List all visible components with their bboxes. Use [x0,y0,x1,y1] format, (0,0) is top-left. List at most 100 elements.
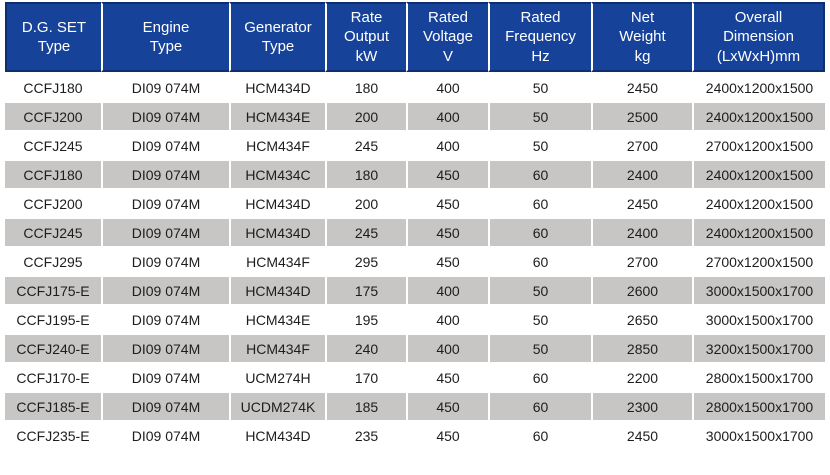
table-cell: DI09 074M [101,219,229,246]
table-cell: 3000x1500x1700 [692,422,825,449]
column-header-net-weight: Net Weight kg [591,2,692,72]
table-cell: 2500 [591,103,692,130]
table-cell: HCM434D [229,190,325,217]
table-cell: CCFJ235-E [5,422,101,449]
table-header: D.G. SET Type Engine Type Generator Type… [5,2,825,72]
table-cell: 60 [488,219,591,246]
table-row: CCFJ175-E DI09 074M HCM434D 175 400 50 2600 300… [5,277,825,304]
table-cell: 175 [325,277,406,304]
table-cell: 180 [325,74,406,101]
table-cell: 400 [406,277,488,304]
spec-table-container: D.G. SET Type Engine Type Generator Type… [5,0,825,451]
table-cell: HCM434D [229,74,325,101]
table-cell: 2800x1500x1700 [692,364,825,391]
table-cell: HCM434F [229,248,325,275]
column-header-rated-voltage: Rated Voltage V [406,2,488,72]
table-row: CCFJ170-E DI09 074M UCM274H 170 450 60 2200 280… [5,364,825,391]
table-cell: 235 [325,422,406,449]
table-row: CCFJ245 DI09 074M HCM434F 245 400 50 2700 2700x… [5,132,825,159]
table-cell: 2400x1200x1500 [692,219,825,246]
table-cell: UCM274H [229,364,325,391]
table-cell: 180 [325,161,406,188]
table-cell: 60 [488,190,591,217]
table-cell: DI09 074M [101,161,229,188]
table-row: CCFJ235-E DI09 074M HCM434D 235 450 60 2450 300… [5,422,825,449]
table-cell: CCFJ195-E [5,306,101,333]
table-cell: 450 [406,190,488,217]
table-row: CCFJ200 DI09 074M HCM434E 200 400 50 2500 2400x… [5,103,825,130]
table-cell: 2450 [591,74,692,101]
table-cell: 3200x1500x1700 [692,335,825,362]
table-cell: 450 [406,161,488,188]
table-cell: 60 [488,422,591,449]
column-header-rate-output: Rate Output kW [325,2,406,72]
table-cell: DI09 074M [101,393,229,420]
table-cell: 2400x1200x1500 [692,161,825,188]
table-cell: 185 [325,393,406,420]
table-cell: HCM434F [229,132,325,159]
table-cell: 2800x1500x1700 [692,393,825,420]
table-cell: 2400x1200x1500 [692,74,825,101]
table-cell: CCFJ240-E [5,335,101,362]
table-cell: DI09 074M [101,306,229,333]
table-cell: HCM434E [229,306,325,333]
table-cell: HCM434C [229,161,325,188]
table-cell: 2700 [591,248,692,275]
table-cell: CCFJ185-E [5,393,101,420]
table-cell: 450 [406,248,488,275]
table-cell: HCM434E [229,103,325,130]
table-cell: 295 [325,248,406,275]
table-cell: 170 [325,364,406,391]
column-header-generator-type: Generator Type [229,2,325,72]
table-cell: 3000x1500x1700 [692,306,825,333]
table-cell: 400 [406,306,488,333]
table-cell: 245 [325,132,406,159]
table-cell: CCFJ245 [5,132,101,159]
table-cell: CCFJ180 [5,161,101,188]
table-cell: 200 [325,190,406,217]
table-cell: DI09 074M [101,335,229,362]
table-cell: 2450 [591,190,692,217]
table-row: CCFJ240-E DI09 074M HCM434F 240 400 50 2850 320… [5,335,825,362]
table-cell: DI09 074M [101,277,229,304]
table-cell: CCFJ295 [5,248,101,275]
table-cell: 50 [488,277,591,304]
table-cell: 60 [488,248,591,275]
table-row: CCFJ185-E DI09 074M UCDM274K 185 450 60 2300 28… [5,393,825,420]
table-cell: 400 [406,103,488,130]
table-cell: 450 [406,422,488,449]
spec-table: D.G. SET Type Engine Type Generator Type… [5,0,825,451]
table-cell: 2600 [591,277,692,304]
table-body: CCFJ180 DI09 074M HCM434D 180 400 50 2450 2400x… [5,74,825,449]
table-cell: 2850 [591,335,692,362]
table-cell: 50 [488,103,591,130]
table-row: CCFJ245 DI09 074M HCM434D 245 450 60 2400 2400x… [5,219,825,246]
table-cell: 50 [488,74,591,101]
column-header-dg-set-type: D.G. SET Type [5,2,101,72]
table-cell: 2700 [591,132,692,159]
table-cell: 2400 [591,219,692,246]
table-cell: CCFJ175-E [5,277,101,304]
table-cell: 400 [406,132,488,159]
table-cell: DI09 074M [101,132,229,159]
table-cell: HCM434F [229,335,325,362]
table-row: CCFJ295 DI09 074M HCM434F 295 450 60 2700 2700x… [5,248,825,275]
table-cell: HCM434D [229,277,325,304]
table-cell: 2650 [591,306,692,333]
table-cell: 2400x1200x1500 [692,103,825,130]
table-cell: 2400x1200x1500 [692,190,825,217]
table-cell: CCFJ170-E [5,364,101,391]
table-cell: 195 [325,306,406,333]
table-cell: 3000x1500x1700 [692,277,825,304]
table-row: CCFJ180 DI09 074M HCM434D 180 400 50 2450 2400x… [5,74,825,101]
table-cell: 2400 [591,161,692,188]
table-cell: 450 [406,393,488,420]
table-cell: UCDM274K [229,393,325,420]
table-cell: DI09 074M [101,103,229,130]
column-header-overall-dimension: Overall Dimension (LxWxH)mm [692,2,825,72]
column-header-rated-frequency: Rated Frequency Hz [488,2,591,72]
table-cell: 2700x1200x1500 [692,248,825,275]
table-cell: 200 [325,103,406,130]
table-cell: 60 [488,364,591,391]
table-cell: DI09 074M [101,74,229,101]
